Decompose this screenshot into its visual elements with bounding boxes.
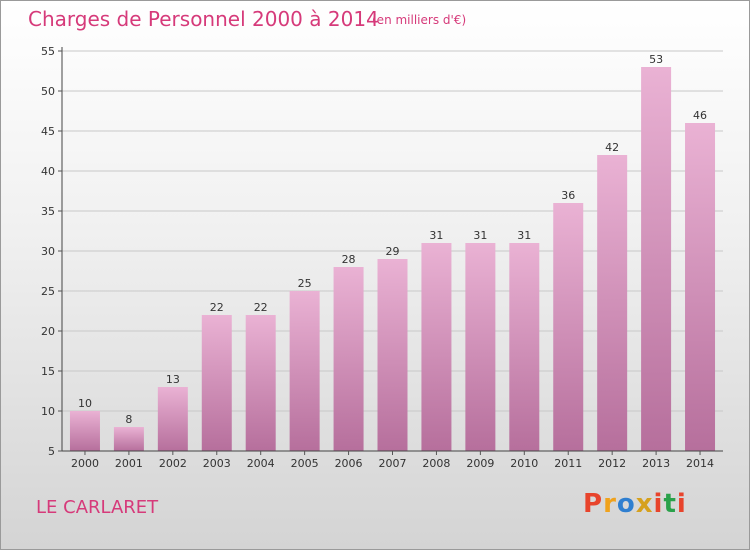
value-label: 42: [605, 141, 619, 154]
bar: [69, 411, 100, 451]
logo-letter: x: [635, 489, 654, 519]
value-label: 36: [561, 189, 575, 202]
value-labels: 10 8 13 22 22 25 28 29 31 31 31 36 42 53 46: [78, 53, 707, 426]
bar: [597, 155, 628, 451]
y-tick-label: 50: [41, 85, 55, 98]
y-axis-ticks: 5 10 15 20 25 30 35 40 45 50 55: [41, 45, 62, 458]
logo-letter: r: [603, 489, 617, 519]
x-tick-label: 2010: [510, 457, 538, 470]
value-label: 13: [166, 373, 180, 386]
bar: [245, 315, 276, 451]
x-axis-ticks: 2000 2001 2002 2003 2004 2005 2006 2007 2008 2009…: [71, 451, 714, 470]
y-tick-label: 40: [41, 165, 55, 178]
x-tick-label: 2008: [422, 457, 450, 470]
x-tick-label: 2001: [115, 457, 143, 470]
bar: [113, 427, 144, 451]
value-label: 29: [386, 245, 400, 258]
value-label: 31: [429, 229, 443, 242]
bar: [201, 315, 232, 451]
y-tick-label: 45: [41, 125, 55, 138]
x-tick-label: 2006: [335, 457, 363, 470]
chart-title: Charges de Personnel 2000 à 2014: [28, 7, 379, 31]
x-tick-label: 2007: [379, 457, 407, 470]
bar: [333, 267, 364, 451]
x-tick-label: 2000: [71, 457, 99, 470]
y-tick-label: 15: [41, 365, 55, 378]
x-tick-label: 2002: [159, 457, 187, 470]
y-tick-label: 35: [41, 205, 55, 218]
y-tick-label: 5: [48, 445, 55, 458]
bar: [641, 67, 672, 451]
logo-letter: i: [653, 489, 664, 519]
value-label: 25: [298, 277, 312, 290]
bars: [69, 67, 716, 451]
y-tick-label: 10: [41, 405, 55, 418]
logo-letter: i: [676, 489, 687, 519]
x-tick-label: 2005: [291, 457, 319, 470]
logo-letter: o: [616, 489, 636, 519]
value-label: 22: [210, 301, 224, 314]
bar: [421, 243, 452, 451]
x-tick-label: 2013: [642, 457, 670, 470]
value-label: 8: [125, 413, 132, 426]
bar: [509, 243, 540, 451]
bar: [465, 243, 496, 451]
y-tick-label: 30: [41, 245, 55, 258]
logo-letter: t: [663, 489, 677, 519]
x-tick-label: 2004: [247, 457, 275, 470]
place-name: LE CARLARET: [36, 497, 159, 518]
value-label: 28: [342, 253, 356, 266]
bar: [289, 291, 320, 451]
chart-subtitle: (en milliers d'€): [372, 13, 467, 27]
value-label: 31: [473, 229, 487, 242]
value-label: 46: [693, 109, 707, 122]
y-tick-label: 25: [41, 285, 55, 298]
x-tick-label: 2009: [466, 457, 494, 470]
bar: [685, 123, 716, 451]
bar: [377, 259, 408, 451]
x-tick-label: 2011: [554, 457, 582, 470]
bar: [157, 387, 188, 451]
y-tick-label: 20: [41, 325, 55, 338]
bar: [553, 203, 584, 451]
x-tick-label: 2014: [686, 457, 714, 470]
proxiti-logo: Proxiti: [583, 489, 687, 519]
x-tick-label: 2012: [598, 457, 626, 470]
value-label: 10: [78, 397, 92, 410]
value-label: 31: [517, 229, 531, 242]
x-tick-label: 2003: [203, 457, 231, 470]
value-label: 53: [649, 53, 663, 66]
logo-letter: P: [583, 489, 604, 519]
value-label: 22: [254, 301, 268, 314]
y-tick-label: 55: [41, 45, 55, 58]
